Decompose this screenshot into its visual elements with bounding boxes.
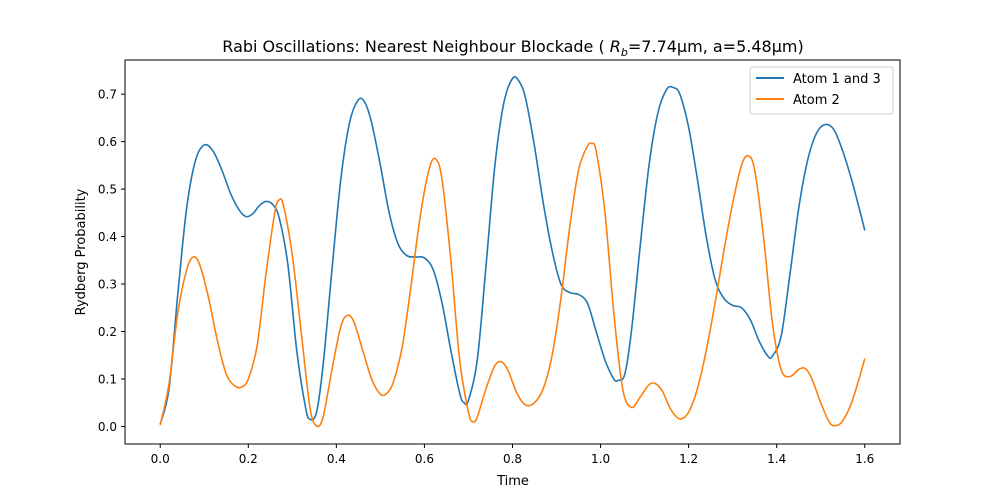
legend: Atom 1 and 3 Atom 2 — [749, 66, 894, 115]
y-axis-ticks: 0.0 0.1 0.2 0.3 0.4 0.5 0.6 0.7 — [98, 88, 125, 434]
legend-label-atom-1-and-3: Atom 1 and 3 — [793, 72, 881, 87]
x-tick-label: 1.4 — [767, 452, 786, 466]
y-tick-label: 0.5 — [98, 183, 117, 197]
x-tick-label: 0.0 — [151, 452, 170, 466]
x-tick-label: 0.2 — [239, 452, 258, 466]
legend-label-atom-2: Atom 2 — [793, 93, 840, 108]
x-tick-label: 0.6 — [415, 452, 434, 466]
x-tick-label: 1.6 — [855, 452, 874, 466]
x-tick-label: 1.0 — [591, 452, 610, 466]
chart-title-subscript: b — [621, 46, 628, 59]
y-tick-label: 0.2 — [98, 325, 117, 339]
x-tick-label: 0.4 — [327, 452, 346, 466]
legend-box — [749, 66, 894, 115]
y-tick-label: 0.4 — [98, 230, 117, 244]
chart-title-suffix: =7.74µm, a=5.48µm) — [628, 37, 804, 56]
y-axis-label: Rydberg Probability — [74, 188, 89, 315]
x-tick-label: 0.8 — [503, 452, 522, 466]
y-tick-label: 0.6 — [98, 135, 117, 149]
series-line-atom-2 — [159, 142, 866, 428]
x-axis-label: Time — [496, 474, 529, 489]
plot-area — [159, 76, 866, 428]
x-axis-ticks: 0.0 0.2 0.4 0.6 0.8 1.0 1.2 1.4 1.6 — [151, 444, 874, 466]
chart-title-prefix: Rabi Oscillations: Nearest Neighbour Blo… — [222, 37, 609, 56]
y-tick-label: 0.0 — [98, 420, 117, 434]
axes-frame — [124, 59, 901, 445]
chart-title-symbol: R — [610, 37, 621, 56]
x-tick-label: 1.2 — [679, 452, 698, 466]
y-tick-label: 0.7 — [98, 88, 117, 102]
y-tick-label: 0.3 — [98, 278, 117, 292]
chart-title: Rabi Oscillations: Nearest Neighbour Blo… — [222, 37, 803, 59]
y-tick-label: 0.1 — [98, 372, 117, 386]
